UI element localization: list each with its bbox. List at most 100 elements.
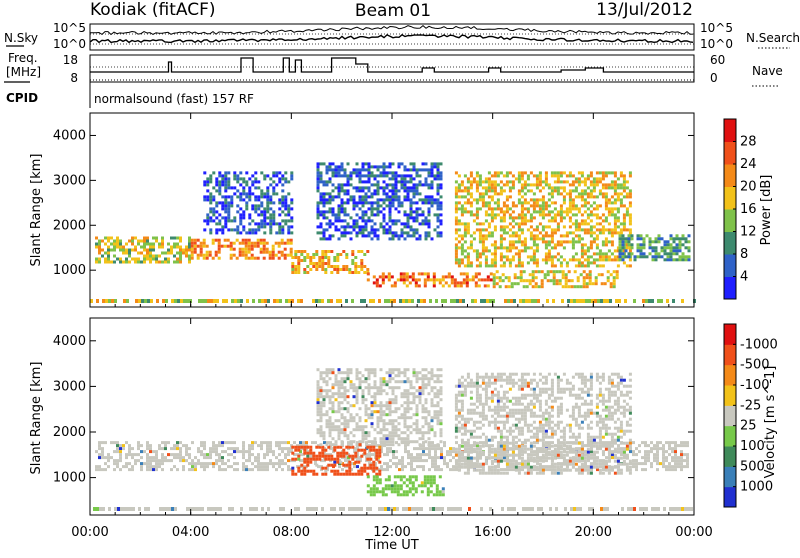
velocity-cell	[407, 462, 410, 465]
velocity-cell	[309, 455, 312, 458]
power-cell	[431, 204, 434, 207]
power-cell	[548, 255, 551, 258]
power-cell	[383, 219, 386, 222]
velocity-cell	[491, 373, 494, 376]
power-cell	[410, 201, 413, 204]
power-cell	[578, 207, 581, 210]
velocity-cell	[164, 459, 167, 462]
power-cell	[315, 262, 318, 265]
velocity-cell	[542, 418, 545, 421]
velocity-cell	[512, 442, 515, 445]
power-cell	[614, 171, 617, 174]
power-cell	[434, 165, 437, 168]
power-cell	[611, 207, 614, 210]
power-cell	[509, 216, 512, 219]
velocity-cell	[503, 424, 506, 427]
power-cell	[412, 275, 415, 278]
velocity-cell	[380, 465, 383, 468]
power-cell	[206, 198, 209, 201]
power-cell	[257, 180, 260, 183]
power-cell	[433, 278, 436, 281]
velocity-cell	[348, 464, 351, 467]
power-cell	[497, 174, 500, 177]
velocity-cell	[527, 427, 530, 430]
power-cell	[479, 252, 482, 255]
velocity-cell	[257, 456, 260, 459]
velocity-cell	[509, 409, 512, 412]
power-cell	[521, 210, 524, 213]
power-cell	[272, 210, 275, 213]
power-cell	[326, 210, 329, 213]
velocity-cell	[221, 456, 224, 459]
velocity-cell	[324, 455, 327, 458]
power-cell	[428, 225, 431, 228]
power-cell	[389, 231, 392, 234]
power-cell	[552, 299, 555, 303]
power-cell	[510, 299, 513, 303]
velocity-cell	[242, 468, 245, 471]
power-cell	[427, 278, 430, 281]
nsearch-label: N.Search	[746, 31, 800, 45]
velocity-cell	[479, 448, 482, 451]
power-cell	[290, 201, 293, 204]
velocity-cell	[182, 465, 185, 468]
power-cell	[500, 186, 503, 189]
power-cell	[560, 234, 563, 237]
velocity-cell	[291, 467, 294, 470]
velocity-cell	[439, 475, 442, 478]
power-cell	[554, 231, 557, 234]
power-cell	[482, 180, 485, 183]
power-cell	[347, 177, 350, 180]
power-cell	[392, 195, 395, 198]
power-cell	[98, 252, 101, 255]
power-cell	[359, 216, 362, 219]
power-cell	[233, 219, 236, 222]
velocity-cell	[533, 388, 536, 391]
power-cell	[565, 282, 568, 285]
velocity-cell	[521, 430, 524, 433]
power-cell	[320, 225, 323, 228]
velocity-cell	[309, 452, 312, 455]
velocity-cell	[309, 461, 312, 464]
freq-tick-low: 8	[70, 71, 78, 85]
power-cell	[613, 276, 616, 279]
velocity-cell	[458, 394, 461, 397]
power-cell	[309, 268, 312, 271]
velocity-cell	[467, 409, 470, 412]
power-cell	[560, 264, 563, 267]
power-cell	[230, 204, 233, 207]
power-cell	[404, 183, 407, 186]
power-cell	[194, 242, 197, 245]
velocity-cell	[131, 447, 134, 450]
power-cell	[392, 234, 395, 237]
power-cell	[234, 299, 237, 303]
power-cell	[503, 183, 506, 186]
velocity-cell	[430, 490, 433, 493]
velocity-cell	[515, 427, 518, 430]
velocity-cell	[557, 382, 560, 385]
power-cell	[209, 198, 212, 201]
velocity-cell	[674, 441, 677, 444]
power-cell	[458, 228, 461, 231]
power-cell	[614, 201, 617, 204]
velocity-cell	[482, 379, 485, 382]
power-cell	[605, 174, 608, 177]
power-cell	[455, 252, 458, 255]
power-cell	[353, 198, 356, 201]
power-cell	[113, 261, 116, 264]
velocity-cell	[260, 468, 263, 471]
power-cell	[533, 198, 536, 201]
power-cell	[524, 186, 527, 189]
power-cell	[353, 225, 356, 228]
velocity-cell	[158, 465, 161, 468]
site-title: Kodiak (fitACF)	[90, 0, 216, 20]
velocity-cell	[342, 464, 345, 467]
velocity-cell	[473, 457, 476, 460]
power-cell	[605, 237, 608, 240]
velocity-cell	[656, 459, 659, 462]
power-cell	[611, 231, 614, 234]
velocity-cell	[400, 478, 403, 481]
velocity-cell	[551, 406, 554, 409]
power-cell	[533, 258, 536, 261]
power-cell	[466, 278, 469, 281]
